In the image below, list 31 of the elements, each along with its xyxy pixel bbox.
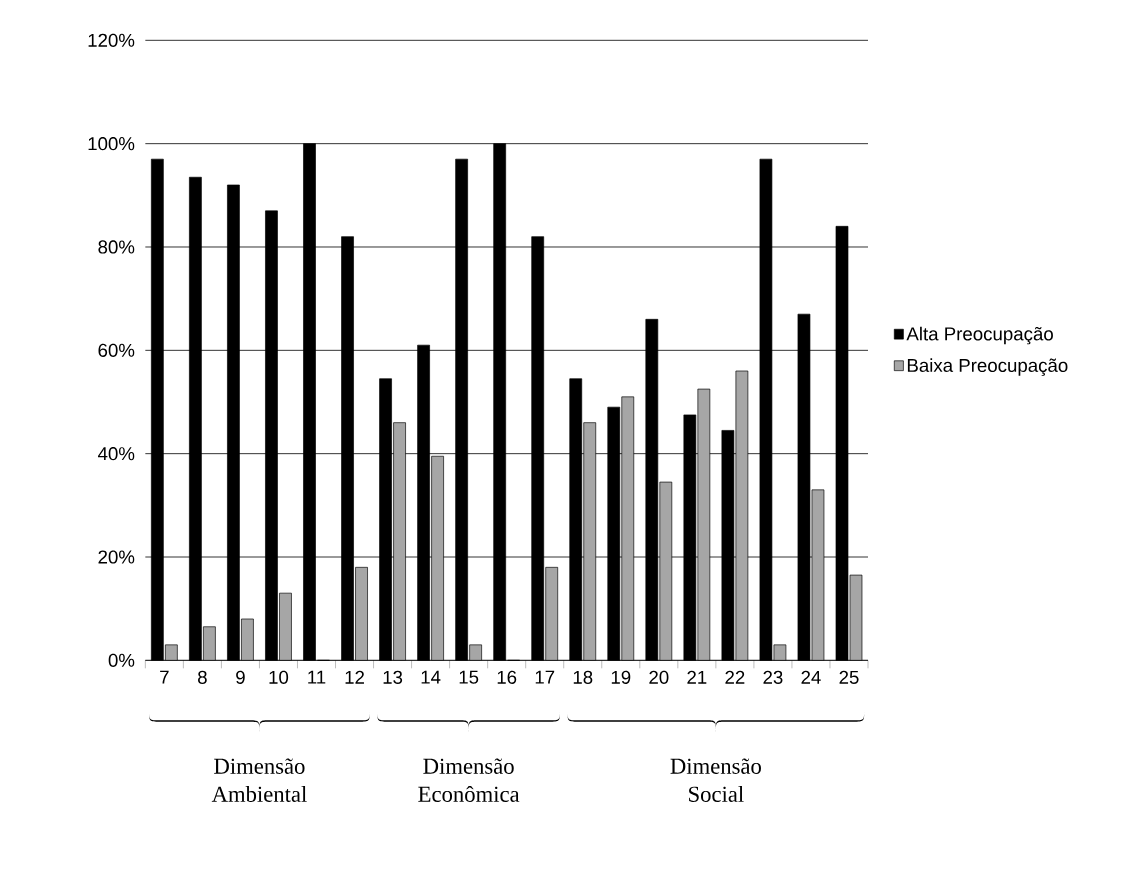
x-tick-label: 9 xyxy=(236,670,245,684)
x-tick-label: 13 xyxy=(383,670,403,684)
x-tick-label: 17 xyxy=(535,670,555,684)
x-tick-label: 15 xyxy=(459,670,479,684)
x-tick-label: 14 xyxy=(421,670,441,684)
x-tick-label: 11 xyxy=(308,670,326,684)
x-tick-label: 21 xyxy=(687,670,707,684)
y-tick-label: 60% xyxy=(98,343,135,357)
y-tick-label: 120% xyxy=(88,33,135,47)
y-tick-label: 0% xyxy=(108,653,135,667)
x-tick-label: 20 xyxy=(649,670,669,684)
x-tick-label: 16 xyxy=(497,670,517,684)
x-tick-label: 22 xyxy=(725,670,745,684)
legend-label: Baixa Preocupação xyxy=(907,358,1068,376)
x-tick-label: 12 xyxy=(345,670,364,684)
x-tick-label: 7 xyxy=(160,670,169,684)
text: Dimensão Ambiental xyxy=(211,758,307,802)
text: Dimensão Econômica xyxy=(418,758,520,802)
y-tick-label: 80% xyxy=(98,240,135,254)
legend-label: Alta Preocupação xyxy=(906,326,1053,345)
x-tick-label: 23 xyxy=(763,670,783,684)
x-tick-label: 19 xyxy=(611,670,631,684)
x-tick-label: 8 xyxy=(198,670,207,684)
y-tick-label: 100% xyxy=(88,137,135,151)
x-tick-label: 24 xyxy=(801,670,821,684)
x-tick-label: 25 xyxy=(839,670,859,684)
x-tick-label: 18 xyxy=(573,670,593,684)
text: Dimensão Social xyxy=(670,758,761,802)
y-tick-label: 20% xyxy=(98,550,135,564)
y-tick-label: 40% xyxy=(97,447,135,461)
x-tick-label: 10 xyxy=(269,670,289,684)
